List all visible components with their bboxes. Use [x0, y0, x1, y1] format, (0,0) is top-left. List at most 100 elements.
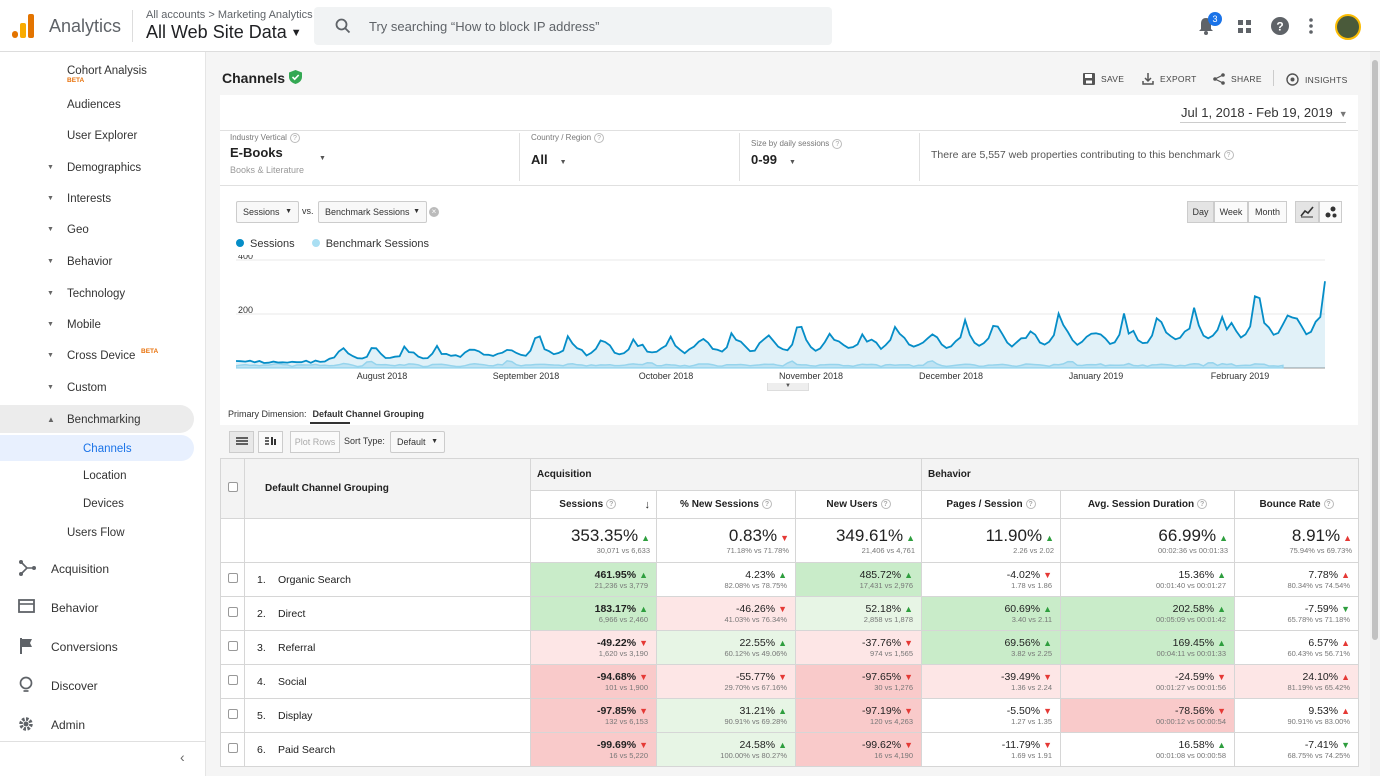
help-icon[interactable]: ?	[1271, 17, 1289, 35]
sidebar-item-mobile[interactable]: ▼ Mobile	[47, 319, 101, 331]
sidebar-acquisition[interactable]: Acquisition	[51, 562, 110, 576]
row-checkbox[interactable]	[220, 562, 245, 597]
row-checkbox[interactable]	[220, 732, 245, 767]
sidebar-item-geo[interactable]: ▼ Geo	[47, 224, 89, 236]
remove-comparison-icon[interactable]: ×	[429, 207, 439, 217]
column-header-pages-session[interactable]: Pages / Session?	[921, 490, 1061, 519]
help-icon[interactable]: ?	[1323, 499, 1334, 510]
line-chart-icon	[1300, 206, 1314, 218]
sidebar-item-benchmarking[interactable]: ▲ Benchmarking	[47, 414, 141, 426]
save-button[interactable]: SAVE	[1083, 73, 1124, 85]
sidebar-item-behavior[interactable]: ▼ Behavior	[47, 256, 113, 268]
export-button[interactable]: EXPORT	[1142, 73, 1197, 85]
property-selector[interactable]: All Web Site Data ▼	[146, 22, 302, 43]
help-icon[interactable]: ?	[1025, 499, 1036, 510]
table-row: 2. Direct 183.17% ▲ 6,966 vs 2,460 -46.26% ▼ 41…	[220, 596, 1360, 631]
analytics-logo-icon[interactable]	[12, 14, 34, 38]
scrollbar-thumb[interactable]	[1372, 60, 1378, 640]
search-input[interactable]: Try searching “How to block IP address”	[314, 7, 832, 45]
line-chart-toggle[interactable]	[1295, 201, 1319, 223]
help-icon[interactable]: ?	[606, 498, 617, 509]
help-icon[interactable]: ?	[594, 133, 605, 143]
chart-resize-handle[interactable]: ▼	[767, 383, 809, 391]
size-value[interactable]: 0-99 ▼	[751, 152, 796, 167]
column-header-avg-session-duration[interactable]: Avg. Session Duration?	[1060, 490, 1235, 519]
help-icon[interactable]: ?	[832, 139, 843, 149]
caret-down-icon: ▼	[1338, 109, 1348, 119]
row-checkbox[interactable]	[220, 630, 245, 665]
column-header-sessions[interactable]: Sessions? ↓	[530, 490, 657, 519]
more-vert-icon[interactable]	[1309, 18, 1313, 34]
sidebar-item-technology[interactable]: ▼ Technology	[47, 288, 126, 300]
row-checkbox[interactable]	[220, 664, 245, 699]
sidebar-item-cross-device[interactable]: ▼ Cross Device BETA	[47, 348, 159, 362]
sort-desc-icon[interactable]: ↓	[644, 498, 651, 511]
avatar[interactable]	[1335, 14, 1361, 40]
date-range-selector[interactable]: Jul 1, 2018 - Feb 19, 2019 ▼	[1181, 105, 1348, 120]
sidebar-item-users-flow[interactable]: Users Flow	[67, 527, 125, 539]
sidebar-item-channels[interactable]: Channels	[83, 443, 132, 455]
insights-button[interactable]: INSIGHTS	[1286, 73, 1348, 86]
sidebar-item-location[interactable]: Location	[83, 470, 127, 482]
sidebar-conversions[interactable]: Conversions	[51, 640, 118, 654]
apps-grid-icon[interactable]	[1238, 20, 1251, 33]
sidebar: Cohort Analysis BETA Audiences User Explo…	[0, 52, 206, 776]
caret-down-icon[interactable]: ▼	[319, 155, 326, 162]
column-header-new-users[interactable]: New Users?	[795, 490, 922, 519]
sidebar-item-cohort-analysis[interactable]: Cohort Analysis BETA	[67, 65, 147, 84]
compare-metric-selector[interactable]: Benchmark Sessions ▼	[318, 201, 427, 223]
share-icon	[1213, 73, 1225, 85]
sidebar-discover[interactable]: Discover	[51, 679, 98, 693]
channel-name-cell[interactable]: 6. Paid Search	[244, 732, 531, 767]
sidebar-behavior[interactable]: Behavior	[51, 601, 99, 615]
metric-cell: -24.59% ▼ 00:01:27 vs 00:01:56	[1060, 664, 1235, 699]
sidebar-item-interests[interactable]: ▼ Interests	[47, 193, 112, 205]
month-button[interactable]: Month	[1248, 201, 1287, 223]
arrow-down-red-icon: ▼	[904, 740, 913, 750]
y-tick-label: 400	[238, 255, 253, 261]
channel-name-cell[interactable]: 2. Direct	[244, 596, 531, 631]
expand-arrow-icon: ▼	[47, 164, 54, 171]
metric-cell: 202.58% ▲ 00:05:09 vs 00:01:42	[1060, 596, 1235, 631]
week-button[interactable]: Week	[1214, 201, 1248, 223]
help-icon[interactable]: ?	[1223, 150, 1234, 161]
dimension-header[interactable]: Default Channel Grouping	[244, 458, 531, 519]
row-checkbox[interactable]	[220, 698, 245, 733]
table-view-button[interactable]	[229, 431, 254, 453]
comparison-view-button[interactable]	[258, 431, 283, 453]
sidebar-item-demographics[interactable]: ▼ Demographics	[47, 162, 142, 174]
column-header--new-sessions[interactable]: % New Sessions?	[656, 490, 796, 519]
sidebar-item-devices[interactable]: Devices	[83, 498, 124, 510]
channel-name-cell[interactable]: 1. Organic Search	[244, 562, 531, 597]
collapse-sidebar-icon[interactable]: ‹	[180, 749, 185, 765]
column-header-bounce-rate[interactable]: Bounce Rate?	[1233, 490, 1360, 519]
country-value[interactable]: All ▼	[531, 152, 567, 167]
breadcrumb[interactable]: All accounts > Marketing Analytics	[146, 9, 313, 21]
channel-name-cell[interactable]: 4. Social	[244, 664, 531, 699]
sidebar-item-audiences[interactable]: Audiences	[67, 99, 121, 111]
help-icon[interactable]: ?	[880, 499, 891, 510]
plot-rows-button[interactable]: Plot Rows	[290, 431, 340, 453]
divider	[1180, 122, 1346, 123]
sidebar-item-user-explorer[interactable]: User Explorer	[67, 130, 138, 142]
day-button[interactable]: Day	[1187, 201, 1214, 223]
sort-type-selector[interactable]: Default ▼	[390, 431, 445, 453]
industry-value[interactable]: E-Books	[230, 145, 283, 160]
metric-cell: -39.49% ▼ 1.36 vs 2.24	[921, 664, 1061, 699]
primary-dimension-value[interactable]: Default Channel Grouping	[312, 409, 425, 419]
motion-chart-toggle[interactable]	[1319, 201, 1342, 223]
channel-name-cell[interactable]: 3. Referral	[244, 630, 531, 665]
row-checkbox[interactable]	[220, 596, 245, 631]
metric-selector[interactable]: Sessions ▼	[236, 201, 299, 223]
flag-icon	[20, 638, 32, 654]
help-icon[interactable]: ?	[761, 499, 772, 510]
select-all-checkbox[interactable]	[220, 458, 245, 519]
help-icon[interactable]: ?	[1197, 499, 1208, 510]
share-button[interactable]: SHARE	[1213, 73, 1262, 85]
sidebar-item-custom[interactable]: ▼ Custom	[47, 382, 107, 394]
channel-name-cell[interactable]: 5. Display	[244, 698, 531, 733]
sidebar-admin[interactable]: Admin	[51, 718, 86, 732]
beta-badge: BETA	[141, 348, 159, 355]
x-tick-label: November 2018	[779, 371, 843, 381]
help-icon[interactable]: ?	[289, 133, 300, 143]
